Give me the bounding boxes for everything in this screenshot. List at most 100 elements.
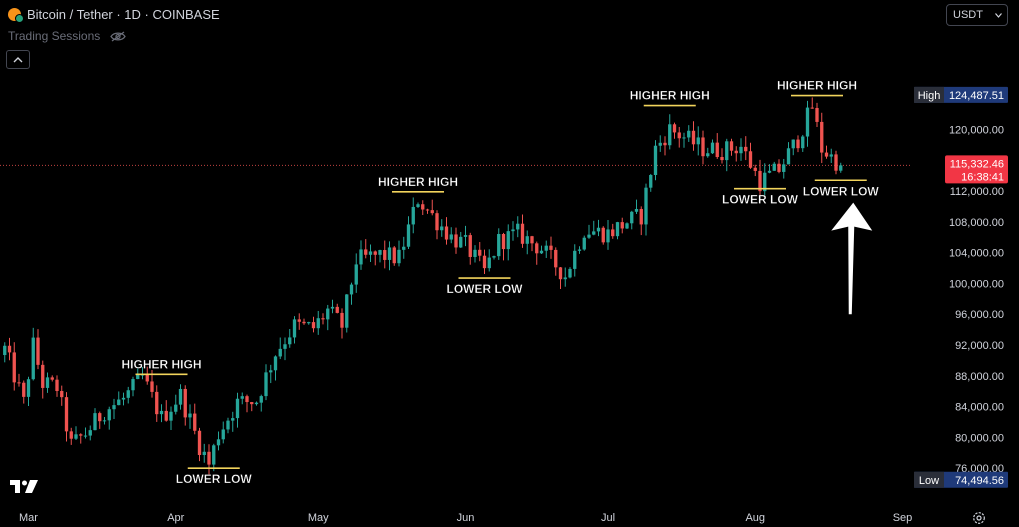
candle-body [482,255,487,269]
candle-body [3,345,7,356]
candle-body [596,227,601,232]
candle-body [364,249,368,255]
candle-body [473,249,477,257]
candle [102,417,107,425]
candle-body [530,236,534,244]
candle [539,245,544,254]
candle-body [416,204,420,207]
candle [416,202,420,208]
candle-body [226,420,230,430]
x-tick-label: Jul [601,512,615,524]
candle [273,355,278,381]
candle [587,224,591,239]
candle [615,221,620,240]
candle [677,126,681,148]
candle [691,121,696,151]
candle [463,225,468,247]
candle-body [131,379,135,391]
candle-body [126,390,130,398]
candle-body [430,210,434,214]
candle-body [725,141,729,161]
candle-body [506,231,510,250]
candle-body [235,398,240,419]
candle [592,220,596,236]
candle-body [758,170,762,192]
candle [796,135,800,153]
candle [653,140,658,181]
candle-body [516,223,520,230]
candle [411,197,415,234]
candle-body [459,236,463,248]
candle-body [136,374,140,380]
chart-header: Bitcoin / Tether · 1D · COINBASE [8,7,220,23]
candle [544,240,548,258]
up-arrow [831,202,873,315]
candle [791,139,795,156]
candle [710,139,715,155]
candle [202,443,206,463]
candle [734,146,738,162]
candle-body [577,249,582,251]
candle [335,303,339,314]
candle-body [834,154,838,171]
trading-sessions-indicator[interactable]: Trading Sessions [8,29,127,43]
candle-body [558,267,563,280]
candle-body [639,208,643,225]
last-price-value: 115,332.46 [950,158,1004,170]
candle [786,142,791,165]
candle-body [64,397,69,432]
candle [530,235,534,252]
low-badge-label: Low [919,475,939,487]
candle-body [60,391,64,398]
candle [60,385,64,406]
candle-body [592,231,596,235]
candle-body [649,175,653,188]
candle [302,318,306,325]
annotation-label: LOWER LOW [176,472,253,486]
candle-body [796,139,800,149]
annotation-label: LOWER LOW [803,184,880,198]
candle-body [392,247,396,264]
candle [663,136,667,156]
candle [506,224,510,261]
chevron-down-icon [995,12,1002,18]
candle [155,385,159,422]
currency-select[interactable]: USDT [946,4,1008,26]
settings-gear-icon[interactable] [972,511,986,525]
candle [69,427,73,445]
candle-body [706,153,710,157]
high-badge-label: High [918,90,941,102]
candle-body [259,396,263,403]
candle [17,373,21,387]
candle [311,316,316,333]
candle-body [786,148,791,165]
candle [197,427,202,462]
candle-body [421,204,425,210]
candle-body [245,396,249,403]
candle [79,433,83,444]
candle [45,372,50,393]
candle [354,253,358,293]
annotation-label: HIGHER HIGH [378,175,458,189]
candle-body [544,245,548,251]
tradingview-logo[interactable] [10,478,40,494]
collapse-indicators-button[interactable] [6,50,30,69]
x-tick-label: May [308,512,329,524]
candle [501,232,506,261]
candle-body [805,107,810,137]
candle-body [93,413,97,431]
candle [478,242,482,262]
candle [649,173,653,192]
candle-body [378,250,382,255]
candle [763,163,767,197]
eye-hidden-icon[interactable] [110,31,127,42]
candle-body [772,163,776,171]
candle [744,136,748,161]
candle [725,138,729,172]
chart-title[interactable]: Bitcoin / Tether · 1D · COINBASE [27,7,220,22]
candle [321,313,325,325]
candle [696,126,700,156]
candle [3,342,7,363]
candle [739,138,743,161]
